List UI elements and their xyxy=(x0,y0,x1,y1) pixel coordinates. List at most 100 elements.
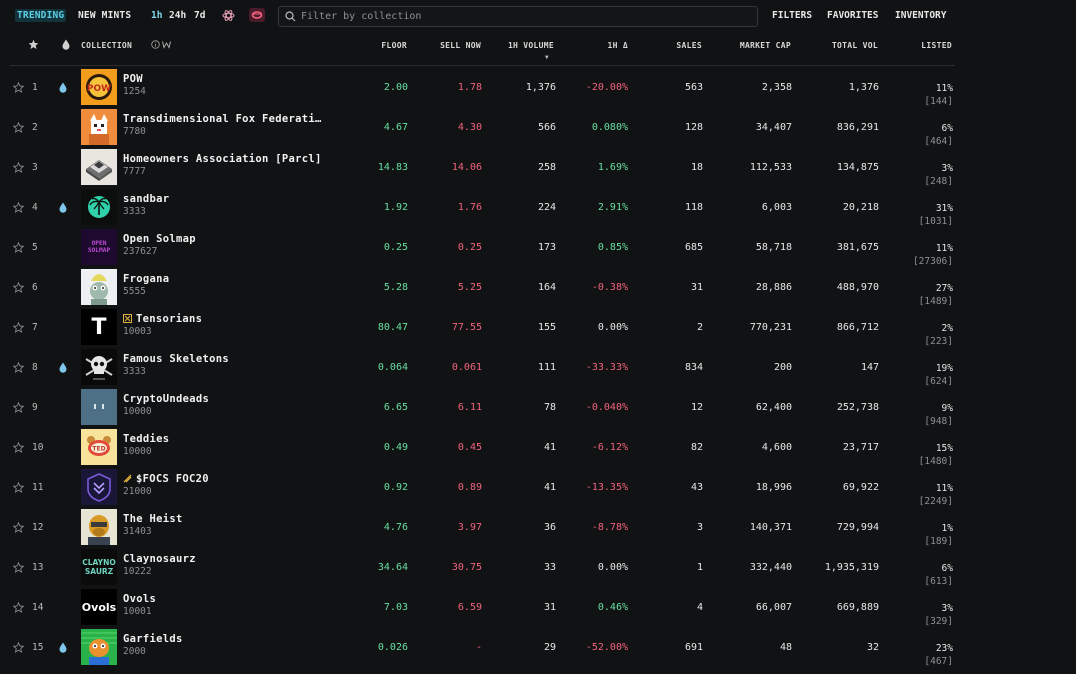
collection-thumbnail[interactable]: TED xyxy=(81,429,117,465)
collection-thumbnail[interactable] xyxy=(81,509,117,545)
fire-filter-icon[interactable] xyxy=(249,8,265,22)
collection-name-wrap[interactable]: Frogana xyxy=(123,273,343,285)
collection-info[interactable]: sandbar 3333 xyxy=(123,193,343,217)
sell-now-price[interactable]: 5.25 xyxy=(457,281,482,293)
favorite-star-icon[interactable] xyxy=(13,187,25,227)
market-cap-header[interactable]: MARKET CAP xyxy=(739,41,791,50)
collection-name[interactable]: Ovols xyxy=(123,593,157,605)
collection-name[interactable]: POW xyxy=(123,73,143,85)
collection-name-wrap[interactable]: sandbar xyxy=(123,193,343,205)
collection-name[interactable]: CryptoUndeads xyxy=(123,393,210,405)
collection-name-wrap[interactable]: Transdimensional Fox Federati… xyxy=(123,113,343,125)
sell-now-price[interactable]: 14.06 xyxy=(451,161,482,173)
collection-search[interactable] xyxy=(278,6,758,27)
table-row[interactable]: 9 CryptoUndeads 10000 6.65 6.11 78 -0.04… xyxy=(10,387,955,427)
atom-icon[interactable] xyxy=(222,9,235,22)
sell-now-price[interactable]: 3.97 xyxy=(457,521,482,533)
collection-name-wrap[interactable]: Teddies xyxy=(123,433,343,445)
wallet-icon[interactable] xyxy=(162,40,171,51)
favorite-star-icon[interactable] xyxy=(13,107,25,147)
collection-name-wrap[interactable]: Tensorians xyxy=(123,313,343,325)
table-row[interactable]: 6 Frogana 5555 5.28 5.25 164 -0.38% 31 2… xyxy=(10,267,955,307)
collection-name[interactable]: The Heist xyxy=(123,513,183,525)
table-row[interactable]: 5 OPEN SOLMAP Open Solmap 237627 0.25 0.… xyxy=(10,227,955,267)
table-row[interactable]: 2 Transdimensional Fox Federati… 7780 4.… xyxy=(10,107,955,147)
collection-name[interactable]: Frogana xyxy=(123,273,170,285)
favorite-star-icon[interactable] xyxy=(13,507,25,547)
collection-info[interactable]: The Heist 31403 xyxy=(123,513,343,537)
favorite-star-icon[interactable] xyxy=(13,267,25,307)
collection-thumbnail[interactable] xyxy=(81,349,117,385)
tab-new-mints[interactable]: NEW MINTS xyxy=(78,10,132,21)
collection-name[interactable]: Transdimensional Fox Federati… xyxy=(123,113,322,125)
collection-name[interactable]: Garfields xyxy=(123,633,183,645)
table-row[interactable]: 12 The Heist 31403 4.76 3.97 36 -8.78% 3… xyxy=(10,507,955,547)
sell-now-price[interactable]: 0.25 xyxy=(457,241,482,253)
favorites-button[interactable]: FAVORITES xyxy=(827,10,879,21)
search-input[interactable] xyxy=(299,8,739,25)
collection-name-wrap[interactable]: CryptoUndeads xyxy=(123,393,343,405)
collection-thumbnail[interactable] xyxy=(81,189,117,225)
collection-info[interactable]: Tensorians 10003 xyxy=(123,313,343,337)
collection-info[interactable]: Transdimensional Fox Federati… 7780 xyxy=(123,113,343,137)
collection-name[interactable]: Teddies xyxy=(123,433,170,445)
volume-header[interactable]: 1H VOLUME xyxy=(507,41,554,50)
favorite-star-icon[interactable] xyxy=(13,67,25,107)
collection-info[interactable]: Garfields 2000 xyxy=(123,633,343,657)
floor-header[interactable]: FLOOR xyxy=(381,41,407,50)
collection-info[interactable]: Famous Skeletons 3333 xyxy=(123,353,343,377)
table-row[interactable]: 8 Famous Skeletons 3333 0.064 0.061 111 … xyxy=(10,347,955,387)
collection-thumbnail[interactable] xyxy=(81,469,117,505)
collection-name-wrap[interactable]: Famous Skeletons xyxy=(123,353,343,365)
table-row[interactable]: 7 T Tensorians 10003 80.47 77.55 155 0.0… xyxy=(10,307,955,347)
collection-name-wrap[interactable]: Claynosaurz xyxy=(123,553,343,565)
table-row[interactable]: 10 TED Teddies 10000 0.49 0.45 41 -6.12%… xyxy=(10,427,955,467)
sell-now-price[interactable]: - xyxy=(475,641,482,653)
collection-name[interactable]: Tensorians xyxy=(136,313,203,325)
collection-thumbnail[interactable] xyxy=(81,389,117,425)
favorite-star-icon[interactable] xyxy=(13,147,25,187)
table-row[interactable]: 11 $FOCS FOC20 21000 0.92 0.89 41 -13.35… xyxy=(10,467,955,507)
timeframe-24h[interactable]: 24h xyxy=(169,10,187,21)
favorite-star-icon[interactable] xyxy=(13,427,25,467)
collection-info[interactable]: POW 1254 xyxy=(123,73,343,97)
inventory-button[interactable]: INVENTORY xyxy=(895,10,947,21)
collection-name-wrap[interactable]: The Heist xyxy=(123,513,343,525)
favorite-star-icon[interactable] xyxy=(13,587,25,627)
sell-now-price[interactable]: 6.11 xyxy=(457,401,482,413)
favorite-star-icon[interactable] xyxy=(13,227,25,267)
sell-now-price[interactable]: 6.59 xyxy=(457,601,482,613)
collection-thumbnail[interactable] xyxy=(81,109,117,145)
collection-name-wrap[interactable]: Homeowners Association [Parcl] xyxy=(123,153,343,165)
collection-thumbnail[interactable]: T xyxy=(81,309,117,345)
sales-header[interactable]: SALES xyxy=(676,41,702,50)
collection-info[interactable]: Teddies 10000 xyxy=(123,433,343,457)
sell-now-price[interactable]: 0.061 xyxy=(451,361,482,373)
table-row[interactable]: 3 Homeowners Association [Parcl] 7777 14… xyxy=(10,147,955,187)
favorite-star-icon[interactable] xyxy=(13,307,25,347)
collection-name[interactable]: Claynosaurz xyxy=(123,553,196,565)
collection-name-wrap[interactable]: Garfields xyxy=(123,633,343,645)
collection-thumbnail[interactable] xyxy=(81,269,117,305)
collection-info[interactable]: Ovols 10001 xyxy=(123,593,343,617)
collection-name[interactable]: Homeowners Association [Parcl] xyxy=(123,153,322,165)
favorite-star-icon[interactable] xyxy=(13,547,25,587)
collection-name-wrap[interactable]: $FOCS FOC20 xyxy=(123,473,343,485)
change-header[interactable]: 1H Δ xyxy=(607,41,628,50)
table-row[interactable]: 4 sandbar 3333 1.92 1.76 224 2.91% 118 6… xyxy=(10,187,955,227)
collection-thumbnail[interactable]: CLAYNO SAURZ xyxy=(81,549,117,585)
collection-thumbnail[interactable]: Ovols xyxy=(81,589,117,625)
filters-button[interactable]: FILTERS xyxy=(772,10,813,21)
favorite-header-star-icon[interactable] xyxy=(28,39,39,52)
collection-name-wrap[interactable]: POW xyxy=(123,73,343,85)
collection-name[interactable]: Famous Skeletons xyxy=(123,353,229,365)
timeframe-1h[interactable]: 1h xyxy=(151,10,163,21)
sell-now-price[interactable]: 30.75 xyxy=(451,561,482,573)
sell-now-price[interactable]: 0.45 xyxy=(457,441,482,453)
listed-header[interactable]: LISTED xyxy=(921,41,952,50)
sell-now-header[interactable]: SELL NOW xyxy=(440,41,481,50)
sell-now-price[interactable]: 4.30 xyxy=(457,121,482,133)
favorite-star-icon[interactable] xyxy=(13,387,25,427)
collection-name-wrap[interactable]: Open Solmap xyxy=(123,233,343,245)
table-row[interactable]: 1 POW POW 1254 2.00 1.78 1,376 -20.00% 5… xyxy=(10,67,955,107)
